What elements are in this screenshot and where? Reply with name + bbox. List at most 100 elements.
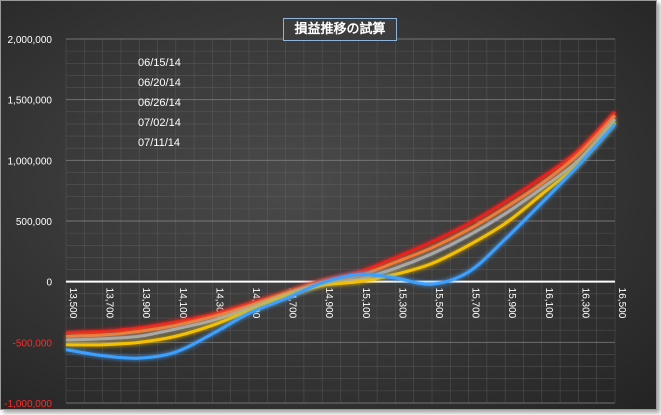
data-point bbox=[468, 223, 470, 225]
y-tick-label: 1,500,000 bbox=[8, 96, 53, 107]
data-point bbox=[431, 263, 433, 265]
x-tick-label: 15,500 bbox=[433, 288, 444, 319]
data-point bbox=[541, 194, 543, 196]
data-point bbox=[321, 282, 323, 284]
data-point bbox=[614, 111, 616, 113]
series-line-4 bbox=[65, 121, 617, 347]
data-point bbox=[175, 351, 177, 353]
data-point bbox=[468, 235, 470, 237]
data-point bbox=[248, 308, 250, 310]
data-point bbox=[138, 327, 140, 329]
series-line-3 bbox=[65, 118, 617, 342]
x-tick-label: 13,900 bbox=[140, 288, 151, 319]
data-point bbox=[65, 335, 67, 337]
data-point bbox=[395, 257, 397, 259]
data-point bbox=[431, 241, 433, 243]
data-point bbox=[138, 335, 140, 337]
data-point bbox=[102, 344, 104, 346]
data-point bbox=[541, 187, 543, 189]
data-point bbox=[138, 331, 140, 333]
data-point bbox=[504, 223, 506, 225]
data-point bbox=[358, 271, 360, 273]
data-point bbox=[358, 278, 360, 280]
y-tick-label: 2,000,000 bbox=[8, 35, 53, 46]
data-point bbox=[65, 344, 67, 346]
data-point bbox=[541, 202, 543, 204]
y-tick-label: 0 bbox=[46, 278, 52, 289]
x-tick-label: 15,100 bbox=[360, 288, 371, 319]
data-point bbox=[138, 357, 140, 359]
data-point bbox=[395, 268, 397, 270]
series-line-5 bbox=[65, 122, 617, 360]
data-point bbox=[248, 303, 250, 305]
legend-label: 07/02/14 bbox=[138, 117, 181, 129]
data-point bbox=[212, 314, 214, 316]
data-point bbox=[541, 177, 543, 179]
data-point bbox=[285, 295, 287, 297]
data-point bbox=[285, 298, 287, 300]
legend-label: 06/26/14 bbox=[138, 97, 181, 109]
y-tick-label: -1,000,000 bbox=[4, 399, 52, 410]
chart-title: 損益推移の試算 bbox=[283, 18, 397, 41]
data-point bbox=[102, 355, 104, 357]
data-point bbox=[248, 305, 250, 307]
data-point bbox=[468, 229, 470, 231]
x-tick-label: 16,100 bbox=[543, 288, 554, 319]
data-point bbox=[614, 118, 616, 120]
data-point bbox=[468, 271, 470, 273]
x-tick-label: 15,700 bbox=[470, 288, 481, 319]
y-tick-label: 500,000 bbox=[16, 217, 53, 228]
legend-label: 06/20/14 bbox=[138, 77, 181, 89]
data-point bbox=[175, 325, 177, 327]
x-tick-label: 15,900 bbox=[506, 288, 517, 319]
data-point bbox=[578, 164, 580, 166]
data-point bbox=[102, 331, 104, 333]
data-point bbox=[102, 334, 104, 336]
data-point bbox=[504, 207, 506, 209]
data-point bbox=[65, 339, 67, 341]
data-point bbox=[578, 153, 580, 155]
data-point bbox=[504, 238, 506, 240]
data-point bbox=[431, 283, 433, 285]
data-point bbox=[65, 332, 67, 334]
data-point bbox=[212, 316, 214, 318]
data-point bbox=[175, 335, 177, 337]
data-point bbox=[138, 342, 140, 344]
x-tick-label: 14,100 bbox=[177, 288, 188, 319]
data-point bbox=[212, 325, 214, 327]
legend-label: 06/15/14 bbox=[138, 57, 181, 69]
data-point bbox=[578, 160, 580, 162]
x-tick-label: 14,700 bbox=[287, 288, 298, 319]
legend-label: 07/11/14 bbox=[138, 137, 180, 149]
data-point bbox=[212, 320, 214, 322]
data-point bbox=[358, 274, 360, 276]
data-point bbox=[358, 281, 360, 283]
data-point bbox=[395, 274, 397, 276]
x-tick-label: 16,300 bbox=[579, 288, 590, 319]
data-point bbox=[504, 201, 506, 203]
data-point bbox=[175, 321, 177, 323]
data-point bbox=[395, 261, 397, 263]
x-tick-label: 14,300 bbox=[213, 288, 224, 319]
data-point bbox=[541, 183, 543, 185]
data-point bbox=[431, 247, 433, 249]
x-tick-label: 13,700 bbox=[104, 288, 115, 319]
data-point bbox=[321, 285, 323, 287]
x-tick-label: 15,300 bbox=[396, 288, 407, 319]
data-point bbox=[102, 338, 104, 340]
data-point bbox=[578, 150, 580, 152]
data-point bbox=[212, 333, 214, 335]
x-tick-label: 14,900 bbox=[323, 288, 334, 319]
data-point bbox=[468, 244, 470, 246]
data-point bbox=[614, 123, 616, 125]
y-tick-label: 1,000,000 bbox=[8, 156, 53, 167]
y-tick-label: -500,000 bbox=[13, 338, 53, 349]
data-point bbox=[248, 312, 250, 314]
data-point bbox=[175, 328, 177, 330]
data-point bbox=[395, 277, 397, 279]
data-point bbox=[614, 115, 616, 117]
x-tick-label: 13,500 bbox=[67, 288, 78, 319]
data-point bbox=[65, 349, 67, 351]
data-point bbox=[431, 253, 433, 255]
